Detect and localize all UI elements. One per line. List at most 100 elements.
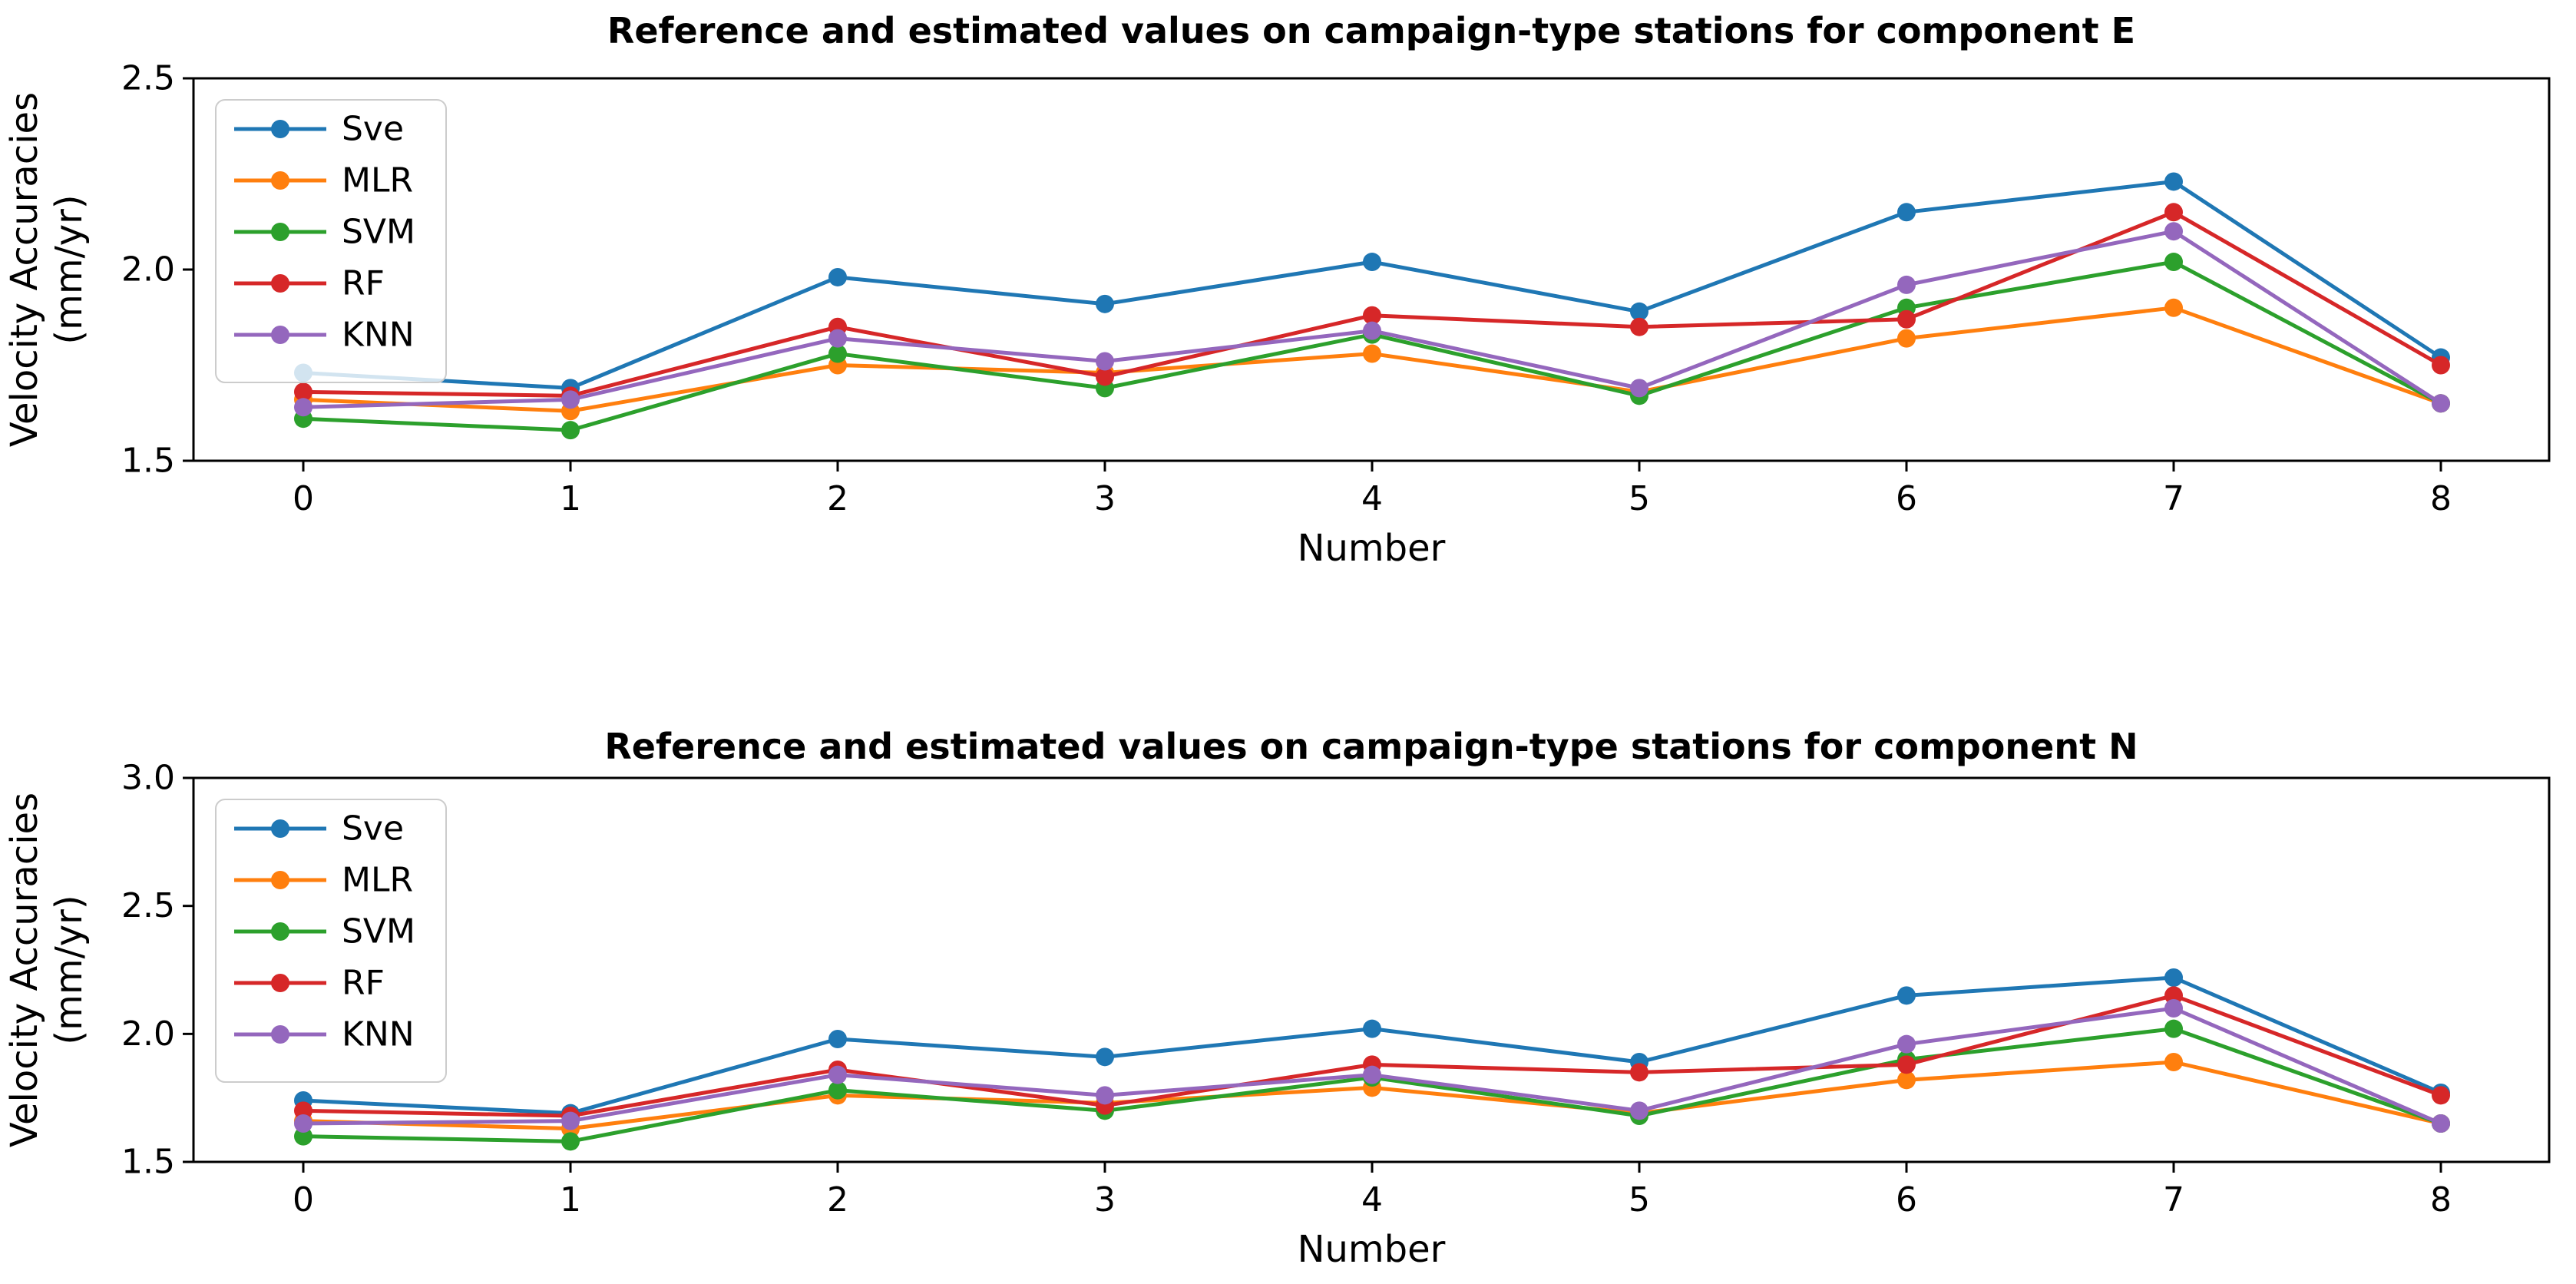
series-marker-RF — [1630, 317, 1648, 336]
y-tick-label: 1.5 — [121, 1143, 175, 1182]
y-tick-label: 2.5 — [121, 886, 175, 925]
y-tick-label: 2.0 — [121, 1014, 175, 1054]
series-marker-RF — [294, 382, 312, 402]
series-marker-KNN — [1096, 352, 1114, 371]
series-marker-Sve — [2164, 172, 2183, 191]
series-marker-RF — [1096, 367, 1114, 386]
legend-marker-SVM — [271, 223, 289, 241]
x-tick-label: 6 — [1896, 1180, 1917, 1219]
series-marker-RF — [294, 1101, 312, 1120]
legend-marker-RF — [271, 274, 289, 293]
chart-e-title: Reference and estimated values on campai… — [607, 10, 2135, 51]
y-tick-label: 2.0 — [121, 250, 175, 290]
x-tick-label: 3 — [1094, 1180, 1116, 1219]
legend-box — [215, 799, 447, 1083]
x-tick-label: 8 — [2430, 479, 2452, 518]
x-tick-label: 4 — [1361, 1180, 1383, 1219]
series-marker-MLR — [2164, 1053, 2183, 1071]
series-marker-KNN — [1096, 1086, 1114, 1105]
x-tick-label: 5 — [1629, 1180, 1650, 1219]
series-marker-SVM — [561, 1132, 580, 1151]
legend-label-MLR: MLR — [342, 861, 413, 900]
series-marker-RF — [1897, 309, 1916, 329]
line-chart-component-N: 1.5 2.0 2.5 3.0 0 1 2 3 4 5 6 7 8 Sve MLR SVM RF KNN — [121, 759, 2551, 1219]
legend-label-SVM: SVM — [342, 912, 415, 951]
series-marker-Sve — [2164, 968, 2183, 987]
x-tick-label: 2 — [827, 479, 848, 518]
series-marker-SVM — [294, 1127, 312, 1146]
series-marker-Sve — [1630, 302, 1648, 321]
x-tick-label: 3 — [1094, 479, 1116, 518]
series-marker-SVM — [2164, 253, 2183, 272]
legend-marker-RF — [271, 974, 289, 992]
series-marker-MLR — [1897, 1071, 1916, 1090]
series-marker-RF — [1630, 1063, 1648, 1082]
legend-label-KNN: KNN — [342, 1015, 415, 1054]
series-marker-KNN — [1630, 1101, 1648, 1120]
series-marker-KNN — [294, 1114, 312, 1133]
legend-marker-MLR — [271, 171, 289, 190]
legend-marker-Sve — [271, 819, 289, 838]
legend-label-Sve: Sve — [342, 809, 404, 849]
series-marker-Sve — [1897, 986, 1916, 1005]
legend-label-RF: RF — [342, 964, 385, 1003]
series-marker-KNN — [2164, 999, 2183, 1018]
x-tick-label: 6 — [1896, 479, 1917, 518]
legend: Sve MLR SVM RF KNN — [215, 799, 447, 1083]
legend-label-Sve: Sve — [342, 110, 404, 149]
chart-n-yaxis-label-line2: (mm/yr) — [48, 895, 91, 1044]
series-marker-KNN — [828, 329, 847, 348]
series-marker-KNN — [561, 390, 580, 409]
plot-area — [192, 776, 2551, 1163]
series-marker-KNN — [2432, 1114, 2450, 1133]
chart-n-yaxis-label-line1: Velocity Accuracies — [3, 793, 46, 1147]
series-marker-KNN — [2164, 222, 2183, 241]
series-marker-RF — [2432, 1086, 2450, 1105]
x-tick-label: 7 — [2163, 1180, 2184, 1219]
x-tick-label: 2 — [827, 1180, 848, 1219]
series-marker-RF — [2164, 203, 2183, 222]
chart-e-yaxis-label-line2: (mm/yr) — [48, 194, 91, 344]
legend-label-RF: RF — [342, 264, 385, 303]
x-tick-label: 1 — [560, 1180, 581, 1219]
x-tick-label: 4 — [1361, 479, 1383, 518]
y-tick-label: 3.0 — [121, 759, 175, 798]
series-marker-MLR — [1363, 344, 1381, 363]
series-marker-MLR — [2164, 298, 2183, 317]
legend-marker-MLR — [271, 871, 289, 889]
series-marker-SVM — [2164, 1019, 2183, 1038]
series-marker-Sve — [1096, 1047, 1114, 1067]
series-marker-KNN — [828, 1065, 847, 1084]
x-tick-label: 0 — [293, 479, 314, 518]
series-marker-KNN — [2432, 394, 2450, 413]
x-tick-label: 8 — [2430, 1180, 2452, 1219]
legend-marker-KNN — [271, 326, 289, 344]
series-marker-RF — [1363, 306, 1381, 325]
legend-marker-Sve — [271, 120, 289, 138]
series-marker-RF — [1897, 1055, 1916, 1074]
series-marker-KNN — [1630, 379, 1648, 398]
chart-e-yaxis-label-line1: Velocity Accuracies — [3, 92, 46, 447]
series-marker-KNN — [1363, 321, 1381, 340]
legend-marker-SVM — [271, 922, 289, 941]
series-marker-MLR — [1897, 329, 1916, 348]
series-marker-RF — [2432, 356, 2450, 375]
series-marker-Sve — [828, 267, 847, 286]
series-marker-KNN — [561, 1111, 580, 1130]
series-marker-KNN — [294, 398, 312, 417]
series-marker-Sve — [1363, 1019, 1381, 1038]
x-tick-label: 5 — [1629, 479, 1650, 518]
series-line-RF — [303, 210, 2442, 398]
series-marker-Sve — [1096, 294, 1114, 313]
series-marker-Sve — [1363, 253, 1381, 272]
line-chart-component-E: 1.5 2.0 2.5 0 1 2 3 4 5 6 7 8 Sve MLR SVM RF KNN — [121, 59, 2551, 518]
series-marker-SVM — [561, 421, 580, 440]
series-marker-Sve — [828, 1030, 847, 1048]
chart-e-xaxis-label: Number — [1298, 527, 1446, 570]
x-tick-label: 7 — [2163, 479, 2184, 518]
legend-marker-KNN — [271, 1025, 289, 1044]
series-marker-SVM — [828, 1080, 847, 1100]
legend-label-SVM: SVM — [342, 213, 415, 252]
series-marker-SVM — [828, 344, 847, 363]
